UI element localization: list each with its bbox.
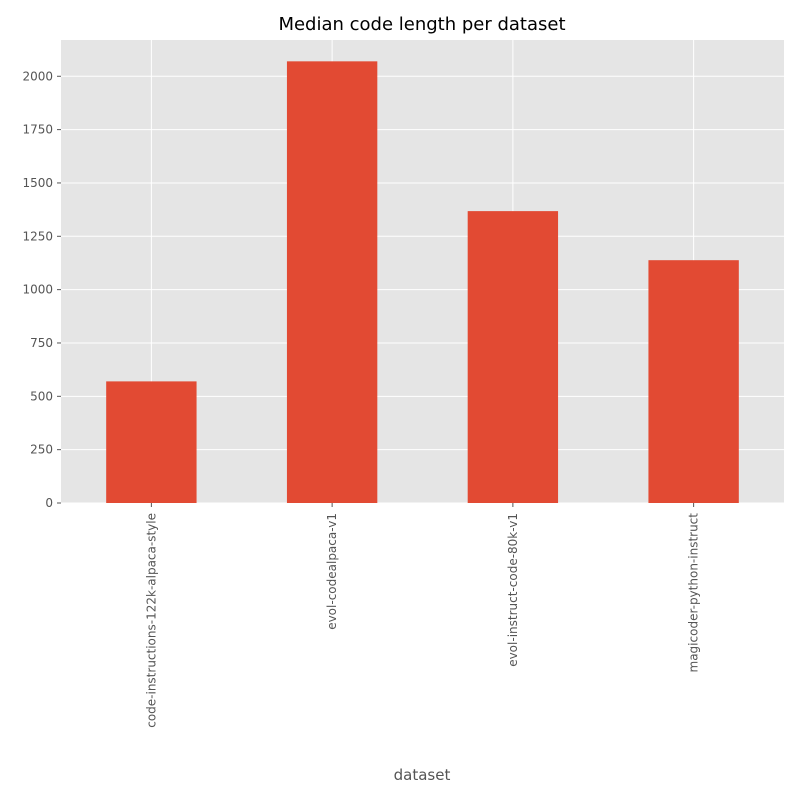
bar-code-instructions-122k-alpaca-style [106, 381, 197, 503]
y-tick-label: 0 [45, 496, 53, 510]
y-tick-label: 1250 [22, 229, 53, 243]
y-tick-label: 250 [30, 443, 53, 457]
y-axis-ticks: 0 250 500 750 1000 1250 1500 1750 2000 [22, 69, 61, 510]
y-tick-label: 500 [30, 389, 53, 403]
x-axis-ticks: code-instructions-122k-alpaca-style evol-… [144, 503, 701, 728]
x-tick-label: magicoder-python-instruct [687, 513, 701, 673]
chart-title: Median code length per dataset [278, 14, 565, 35]
y-tick-label: 750 [30, 336, 53, 350]
x-axis-label: dataset [394, 766, 451, 784]
x-tick-label: evol-codealpaca-v1 [325, 513, 339, 630]
bar-evol-instruct-code-80k-v1 [467, 211, 559, 503]
x-tick-label: evol-instruct-code-80k-v1 [506, 513, 520, 667]
x-tick-label: code-instructions-122k-alpaca-style [144, 513, 158, 728]
y-tick-label: 1500 [22, 176, 53, 190]
bars [106, 61, 739, 504]
bar-magicoder-python-instruct [648, 260, 739, 503]
y-tick-label: 2000 [22, 69, 53, 83]
bar-evol-codealpaca-v1 [286, 61, 378, 504]
y-tick-label: 1750 [22, 123, 53, 137]
y-tick-label: 1000 [22, 283, 53, 297]
